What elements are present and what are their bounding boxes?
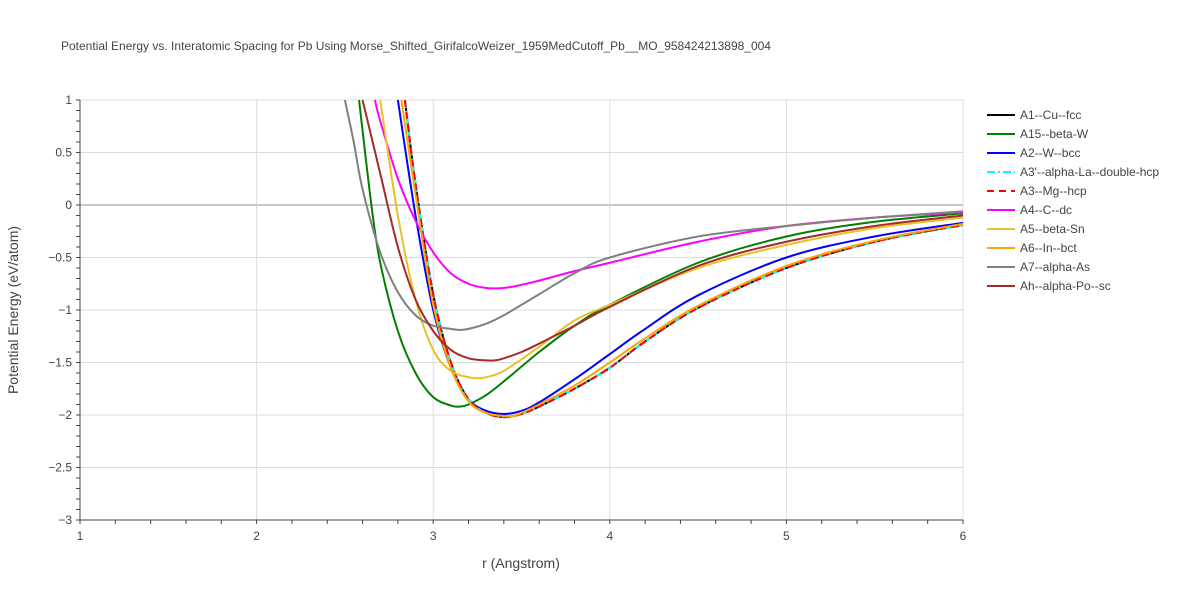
legend-item[interactable]: A7--alpha-As [987, 260, 1090, 274]
y-tick-label: −3 [58, 513, 72, 527]
x-tick-label: 5 [783, 529, 790, 543]
x-tick-label: 6 [960, 529, 967, 543]
legend-label: Ah--alpha-Po--sc [1020, 279, 1111, 293]
legend-item[interactable]: A4--C--dc [987, 203, 1072, 217]
x-tick-label: 3 [430, 529, 437, 543]
y-tick-label: −2 [58, 408, 72, 422]
axes: 1 2 3 4 5 6 1 0.5 0 −0.5 −1 −1.5 −2 −2.5 −3 [48, 93, 966, 543]
legend-label: A4--C--dc [1020, 203, 1072, 217]
legend-item[interactable]: Ah--alpha-Po--sc [987, 279, 1111, 293]
legend-item[interactable]: A1--Cu--fcc [987, 108, 1081, 122]
x-tick-label: 2 [253, 529, 260, 543]
legend-item[interactable]: A3--Mg--hcp [987, 184, 1087, 198]
series-line-6[interactable] [379, 100, 963, 380]
legend-item[interactable]: A6--In--bct [987, 241, 1077, 255]
y-tick-label: 1 [65, 93, 72, 107]
legend-label: A3'--alpha-La--double-hcp [1020, 165, 1159, 179]
y-tick-label: 0.5 [55, 146, 72, 160]
legend-label: A5--beta-Sn [1020, 222, 1085, 236]
y-axis-title: Potential Energy (eV/atom) [5, 226, 21, 394]
series-line-1[interactable] [358, 100, 963, 408]
series-line-5[interactable] [373, 100, 963, 290]
series-line-8[interactable] [343, 100, 963, 331]
y-tick-label: −1 [58, 303, 72, 317]
legend-label: A6--In--bct [1020, 241, 1077, 255]
series-lines [343, 100, 963, 419]
grid-lines [80, 99, 964, 520]
x-tick-label: 1 [77, 529, 84, 543]
x-axis-title: r (Angstrom) [482, 555, 560, 571]
legend-label: A7--alpha-As [1020, 260, 1090, 274]
legend-label: A15--beta-W [1020, 127, 1089, 141]
y-tick-label: −0.5 [48, 251, 72, 265]
y-tick-label: −2.5 [48, 461, 72, 475]
chart-title: Potential Energy vs. Interatomic Spacing… [61, 39, 771, 53]
legend-item[interactable]: A15--beta-W [987, 127, 1089, 141]
legend-label: A1--Cu--fcc [1020, 108, 1081, 122]
legend-label: A3--Mg--hcp [1020, 184, 1087, 198]
series-line-4[interactable] [403, 100, 963, 419]
legend-item[interactable]: A2--W--bcc [987, 146, 1080, 160]
y-tick-label: −1.5 [48, 356, 72, 370]
series-line-9[interactable] [361, 100, 963, 362]
x-tick-label: 4 [606, 529, 613, 543]
legend[interactable]: A1--Cu--fcc A15--beta-W A2--W--bcc A3'--alp… [987, 108, 1159, 293]
legend-label: A2--W--bcc [1020, 146, 1080, 160]
legend-item[interactable]: A5--beta-Sn [987, 222, 1085, 236]
legend-item[interactable]: A3'--alpha-La--double-hcp [987, 165, 1159, 179]
y-tick-label: 0 [65, 198, 72, 212]
